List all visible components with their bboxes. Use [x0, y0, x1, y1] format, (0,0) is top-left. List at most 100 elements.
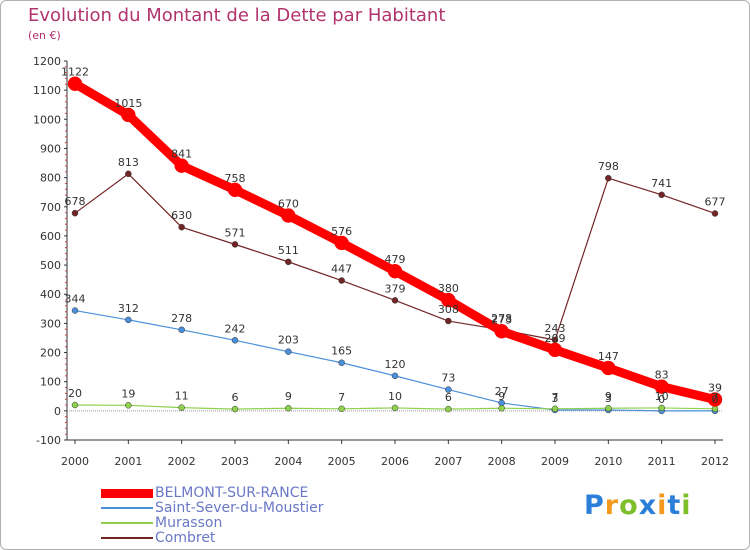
y-tick-label: 1100 — [33, 84, 61, 97]
data-label: 7 — [552, 391, 559, 404]
data-point — [125, 170, 132, 178]
legend-label: BELMONT-SUR-RANCE — [155, 485, 309, 501]
data-point — [67, 76, 83, 91]
data-label: 670 — [278, 198, 299, 211]
data-label: 630 — [171, 209, 192, 222]
data-point — [334, 235, 349, 251]
data-point — [654, 379, 669, 394]
data-point — [71, 401, 79, 409]
data-label: 344 — [65, 293, 86, 306]
logo-letter: t — [667, 490, 682, 521]
data-label: 243 — [545, 322, 566, 335]
data-label: 511 — [278, 244, 299, 257]
data-point — [494, 324, 509, 339]
data-label: 278 — [491, 312, 512, 325]
logo-letter: r — [604, 490, 620, 521]
data-point — [125, 316, 132, 324]
data-label: 3 — [552, 392, 559, 405]
data-point — [711, 210, 719, 217]
legend-swatch — [101, 507, 153, 509]
chart-title: Evolution du Montant de la Dette par Hab… — [28, 5, 446, 26]
data-point — [387, 263, 403, 279]
data-label: 9 — [605, 390, 612, 403]
data-point — [658, 191, 665, 199]
logo-letter: x — [638, 490, 658, 521]
data-point — [445, 386, 452, 393]
data-label: 576 — [331, 225, 352, 238]
data-point — [281, 208, 296, 223]
data-point — [605, 174, 612, 182]
data-point — [441, 292, 456, 308]
logo-letter: P — [584, 490, 605, 521]
y-tick-label: 600 — [40, 230, 61, 243]
data-label: 10 — [655, 390, 669, 403]
x-tick-label: 2008 — [488, 455, 516, 468]
data-point — [285, 258, 292, 266]
chart-legend: BELMONT-SUR-RANCE Saint-Sever-du-Moustier… — [101, 486, 323, 546]
data-point — [231, 241, 239, 248]
data-point — [338, 277, 345, 284]
data-point — [178, 223, 185, 231]
data-point — [391, 404, 399, 412]
legend-swatch — [101, 522, 153, 524]
data-label: 9 — [285, 390, 292, 403]
legend-label: Combret — [155, 530, 216, 546]
data-label: 27 — [495, 385, 509, 398]
data-label: 20 — [68, 387, 82, 400]
data-label: 83 — [655, 369, 669, 382]
data-label: 0 — [658, 393, 665, 406]
data-point — [445, 405, 452, 413]
data-point — [391, 297, 399, 304]
data-point — [121, 107, 136, 123]
data-point — [285, 404, 292, 412]
data-label: 6 — [445, 391, 452, 404]
data-point — [285, 348, 292, 355]
y-tick-label: 1000 — [33, 113, 61, 126]
data-point — [547, 342, 563, 358]
data-label: 1122 — [61, 66, 89, 79]
data-label: 203 — [278, 334, 299, 347]
data-label: 841 — [171, 148, 192, 161]
data-label: 11 — [175, 390, 189, 403]
data-point — [658, 404, 665, 412]
y-tick-label: 200 — [40, 347, 61, 360]
y-tick-label: 0 — [54, 405, 61, 418]
logo-letter: o — [619, 490, 639, 521]
data-point — [605, 404, 612, 412]
x-tick-label: 2000 — [61, 455, 89, 468]
data-label: 312 — [118, 302, 139, 315]
data-point — [71, 307, 79, 314]
logo-letter: i — [657, 490, 668, 521]
series-line-0 — [70, 79, 720, 404]
data-point — [338, 405, 345, 413]
data-point — [231, 337, 239, 344]
data-point — [551, 405, 559, 413]
y-tick-label: 700 — [40, 201, 61, 214]
data-label: 39 — [708, 381, 722, 394]
data-label: 479 — [385, 253, 406, 266]
proxiti-logo: Proxiti — [584, 490, 692, 521]
legend-swatch — [101, 537, 153, 539]
data-label: 741 — [651, 177, 672, 190]
data-label: 677 — [705, 195, 726, 208]
data-label: 758 — [225, 172, 246, 185]
data-point — [178, 404, 185, 411]
x-tick-label: 2012 — [701, 455, 729, 468]
data-point — [445, 317, 452, 325]
data-label: 678 — [65, 195, 86, 208]
legend-item: Combret — [101, 531, 323, 546]
x-tick-label: 2006 — [381, 455, 409, 468]
data-label: 1015 — [114, 97, 142, 110]
x-tick-label: 2001 — [114, 455, 142, 468]
x-tick-label: 2003 — [221, 455, 249, 468]
legend-label: Saint-Sever-du-Moustier — [155, 500, 324, 516]
data-label: 7 — [712, 391, 719, 404]
logo-letter: i — [681, 490, 692, 521]
data-label: 571 — [225, 226, 246, 239]
data-label: 273 — [491, 313, 512, 326]
legend-item: BELMONT-SUR-RANCE — [101, 486, 323, 501]
legend-swatch — [101, 488, 153, 498]
data-label: 6 — [232, 391, 239, 404]
